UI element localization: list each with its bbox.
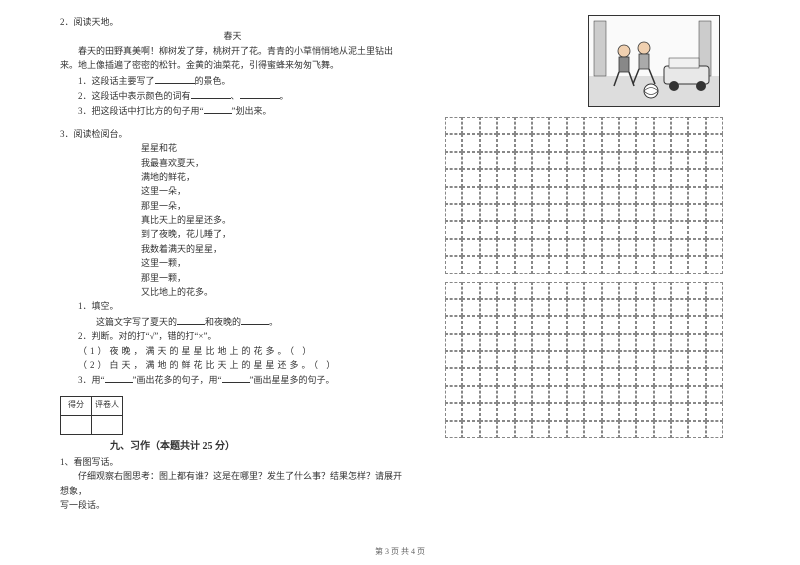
q9-line1: 仔细观察右图思考：图上都有谁？这是在哪里？发生了什么事？结果怎样？请展开想象， [60,469,405,498]
scene-illustration [588,15,720,107]
blank-field[interactable] [204,103,232,114]
poem-line: 到了夜晚，花儿睡了， [60,227,405,241]
poem-line: 这里一朵， [60,184,405,198]
left-column: 2．阅读天地。 春天 春天的田野真美啊！柳树发了芽，桃树开了花。青青的小草悄悄地… [60,15,405,512]
right-column [405,15,735,512]
score-header: 得分 [61,396,92,415]
q3-sub3: 3．用“”画出花多的句子，用“”画出星星多的句子。 [60,372,405,387]
poem-line: 又比地上的花多。 [60,285,405,299]
q3-sub1: 1．填空。 [60,299,405,313]
q2-sub3: 3．把这段话中打比方的句子用“”划出来。 [60,103,405,118]
q3-sub2: 2．判断。对的打“√”，错的打“×”。 [60,329,405,343]
q2-sub1: 1．这段话主要写了的景色。 [60,73,405,88]
q3-sub2-1: （1）夜晚，满天的星星比地上的花多。（ ） [60,344,405,358]
q2-sub2: 2．这段话中表示颜色的词有、。 [60,88,405,103]
writing-grid[interactable] [445,117,725,274]
poem-line: 我数着满天的星星， [60,242,405,256]
poem-line: 这里一颗， [60,256,405,270]
poem-line: 满地的鲜花， [60,170,405,184]
poem-line: 真比天上的星星还多。 [60,213,405,227]
score-cell[interactable] [61,415,92,434]
page-footer: 第 3 页 共 4 页 [0,546,800,557]
q3-sub1-line: 这篇文字写了夏天的和夜晚的。 [60,314,405,329]
q2-title: 春天 [60,29,405,43]
writing-grid[interactable] [445,282,725,439]
q9-num: 1、看图写话。 [60,455,405,469]
score-table: 得分评卷人 [60,396,123,435]
blank-field[interactable] [177,314,205,325]
grader-cell[interactable] [92,415,123,434]
blank-field[interactable] [240,88,280,99]
blank-field[interactable] [191,88,231,99]
blank-field[interactable] [222,372,250,383]
q9-line2: 写一段话。 [60,498,405,512]
poem-line: 那里一颗， [60,271,405,285]
q3-title: 星星和花 [60,141,405,155]
blank-field[interactable] [241,314,269,325]
q3-num: 3．阅读检阅台。 [60,127,405,141]
q2-para1: 春天的田野真美啊！柳树发了芽，桃树开了花。青青的小草悄悄地从泥土里钻出来。地上像… [60,44,405,73]
q3-sub2-2: （2）白天，满地的鲜花比天上的星星还多。（ ） [60,358,405,372]
poem-line: 我最喜欢夏天， [60,156,405,170]
blank-field[interactable] [105,372,133,383]
grader-header: 评卷人 [92,396,123,415]
poem-line: 那里一朵， [60,199,405,213]
section-9-title: 九、习作（本题共计 25 分） [60,439,405,455]
blank-field[interactable] [155,73,195,84]
q2-num: 2．阅读天地。 [60,15,405,29]
